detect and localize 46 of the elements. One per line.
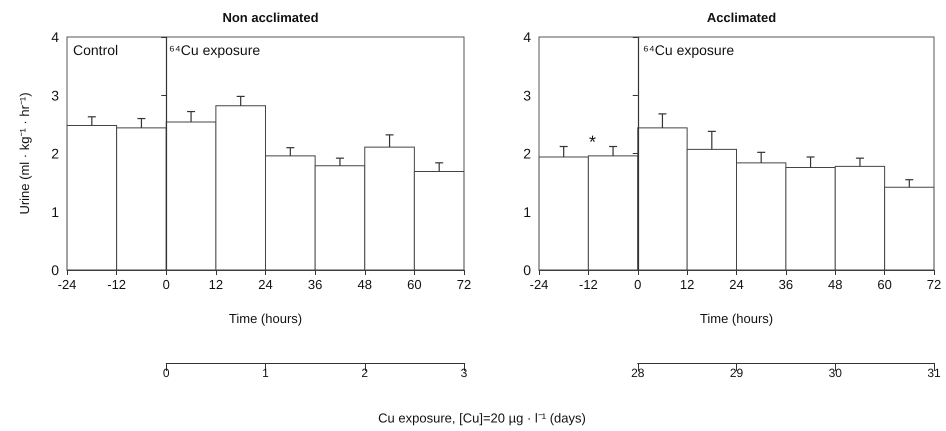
annotation: * (589, 132, 596, 152)
y-tick-label: 1 (523, 204, 532, 220)
y-tick-label: 3 (523, 87, 532, 104)
x2-tick-label: 31 (927, 366, 941, 380)
x2-tick-label: 30 (828, 366, 842, 380)
x-tick-label: 48 (828, 277, 842, 292)
y-tick-label: 4 (51, 29, 60, 45)
annotation: ⁶⁴Cu exposure (643, 42, 734, 58)
annotation: Control (73, 42, 118, 58)
x-tick-label: 0 (634, 277, 642, 292)
x-tick-label: 72 (456, 277, 472, 292)
y-tick-label: 0 (51, 262, 60, 278)
x-tick-label: -12 (107, 277, 126, 292)
x-tick-label: -24 (58, 277, 76, 292)
y-tick-label: 1 (51, 204, 60, 220)
x2-axis-title: Cu exposure, [Cu]=20 µg · l⁻¹ (days) (378, 410, 586, 426)
x2-tick-label: 29 (730, 366, 744, 380)
chart-title: Non acclimated (222, 10, 319, 25)
x-axis-title: Time (hours) (228, 311, 302, 326)
y-tick-label: 0 (523, 262, 532, 278)
x-tick-label: 36 (308, 277, 322, 292)
x-tick-label: 60 (407, 277, 422, 292)
chart-title: Acclimated (706, 10, 776, 25)
x-tick-label: 60 (877, 277, 892, 292)
x2-tick-label: 2 (361, 366, 368, 380)
x-tick-label: 48 (358, 277, 372, 292)
y-axis-title: Urine (ml · kg⁻¹ · hr⁻¹) (17, 92, 32, 215)
x2-tick-label: 0 (162, 366, 170, 380)
x-tick-label: 0 (162, 277, 170, 292)
x2-tick-label: 3 (460, 366, 468, 380)
x-tick-label: 12 (680, 277, 694, 292)
x-tick-label: -24 (530, 277, 548, 292)
annotation: ⁶⁴Cu exposure (169, 42, 260, 58)
x-tick-label: 24 (729, 277, 744, 292)
y-tick-label: 2 (51, 146, 60, 162)
y-tick-label: 2 (523, 146, 532, 162)
x-tick-label: 12 (208, 277, 224, 292)
x-tick-label: 36 (778, 277, 794, 292)
y-tick-label: 4 (523, 29, 532, 45)
x-tick-label: -12 (578, 277, 598, 292)
x-tick-label: 72 (926, 277, 942, 292)
x2-tick-label: 28 (631, 366, 645, 380)
x-axis-title: Time (hours) (700, 311, 774, 326)
x2-tick-label: 1 (262, 366, 270, 380)
x-tick-label: 24 (258, 277, 273, 292)
y-tick-label: 3 (51, 87, 60, 104)
